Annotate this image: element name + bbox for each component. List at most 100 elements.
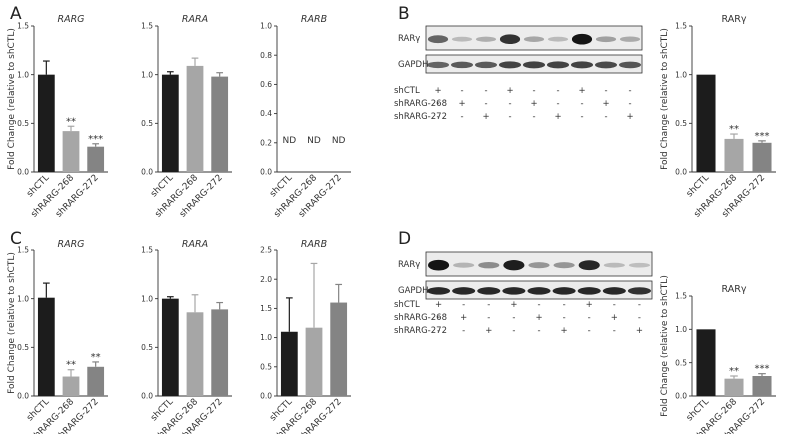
- x-category-label: shCTL: [685, 397, 711, 423]
- y-tick-label: 1.5: [17, 22, 29, 31]
- control-band: [502, 287, 526, 295]
- chart-title: RARB: [301, 14, 327, 25]
- condition-sign: -: [580, 112, 583, 122]
- panel-letter: D: [398, 229, 411, 249]
- condition-label: shRARG-272: [394, 326, 447, 336]
- target-band: [578, 260, 600, 271]
- y-tick-label: 1.5: [260, 304, 272, 313]
- y-tick-label: 1.0: [260, 333, 272, 342]
- condition-sign: -: [462, 300, 465, 310]
- bar: [37, 297, 55, 396]
- control-band: [498, 61, 522, 69]
- target-label: RARγ: [398, 260, 420, 270]
- y-tick-label: 1.5: [141, 246, 153, 255]
- condition-sign: -: [556, 99, 559, 109]
- condition-sign: +: [510, 300, 517, 310]
- condition-sign: -: [484, 99, 487, 109]
- y-tick-label: 0.6: [260, 80, 272, 89]
- y-tick-label: 0.4: [260, 109, 272, 118]
- condition-sign: -: [588, 326, 591, 336]
- target-band: [499, 34, 521, 44]
- control-band: [618, 61, 642, 69]
- condition-sign: -: [604, 86, 607, 96]
- condition-sign: +: [611, 313, 618, 323]
- target-band: [428, 259, 450, 271]
- condition-sign: -: [484, 86, 487, 96]
- significance-label: **: [729, 366, 739, 377]
- y-tick-label: 0.0: [141, 168, 153, 177]
- condition-label: shCTL: [394, 86, 420, 96]
- target-band: [475, 36, 497, 42]
- bar: [62, 376, 80, 396]
- control-band: [602, 287, 626, 295]
- y-tick-label: 1.5: [17, 246, 29, 255]
- chart-title: RARG: [57, 239, 84, 250]
- y-tick-label: 0.0: [17, 392, 29, 401]
- control-band: [627, 287, 651, 295]
- condition-sign: +: [435, 300, 442, 310]
- target-band: [628, 262, 650, 268]
- bar: [62, 131, 80, 172]
- chart-4: RARG0.00.51.01.5shCTL**shRARG-268**shRAR…: [7, 239, 108, 434]
- condition-sign: +: [482, 112, 489, 122]
- condition-sign: -: [613, 326, 616, 336]
- significance-label: ***: [88, 134, 103, 145]
- control-band: [452, 287, 476, 295]
- control-band: [477, 287, 501, 295]
- condition-sign: -: [437, 313, 440, 323]
- bar: [280, 331, 298, 396]
- target-band: [503, 260, 525, 271]
- condition-sign: -: [462, 326, 465, 336]
- control-band: [527, 287, 551, 295]
- chart-6: RARB0.00.51.01.52.02.5shCTLshRARG-268shR…: [260, 239, 351, 434]
- y-tick-label: 0.5: [675, 358, 687, 367]
- condition-sign: -: [460, 112, 463, 122]
- condition-sign: +: [460, 313, 467, 323]
- condition-sign: +: [586, 300, 593, 310]
- condition-label: shRARG-268: [394, 99, 447, 109]
- chart-title: RARB: [301, 239, 327, 250]
- condition-sign: +: [506, 86, 513, 96]
- condition-label: shCTL: [394, 300, 420, 310]
- chart-1: RARA0.00.51.01.5shCTLshRARG-268shRARG-27…: [141, 14, 232, 220]
- y-axis-label: Fold Change (relative to shCTL): [660, 28, 670, 170]
- condition-sign: -: [628, 99, 631, 109]
- y-tick-label: 0.5: [17, 343, 29, 352]
- bar: [161, 298, 179, 396]
- condition-sign: -: [537, 326, 540, 336]
- target-band: [547, 36, 569, 42]
- x-category-label: shCTL: [685, 173, 711, 199]
- chart-title: RARA: [182, 14, 208, 25]
- chart-3: RARγ0.00.51.01.5shCTL**shRARG-268***shRA…: [660, 14, 776, 220]
- bar: [330, 302, 348, 396]
- condition-label: shRARG-268: [394, 313, 447, 323]
- condition-sign: -: [532, 86, 535, 96]
- condition-sign: +: [458, 99, 465, 109]
- y-tick-label: 2.0: [260, 275, 272, 284]
- y-tick-label: 1.0: [141, 294, 153, 303]
- condition-sign: +: [626, 112, 633, 122]
- condition-sign: -: [563, 300, 566, 310]
- control-label: GAPDH: [398, 60, 428, 70]
- target-label: RARγ: [398, 34, 420, 44]
- chart-0: RARG0.00.51.01.5shCTL**shRARG-268***shRA…: [7, 14, 108, 220]
- significance-label: ***: [755, 364, 770, 375]
- target-band: [523, 36, 545, 42]
- target-band: [553, 262, 575, 269]
- bar: [87, 146, 105, 172]
- condition-sign: -: [628, 86, 631, 96]
- control-band: [552, 287, 576, 295]
- bar: [161, 74, 179, 172]
- nd-label: ND: [282, 136, 296, 146]
- y-tick-label: 1.0: [17, 294, 29, 303]
- bar: [37, 74, 55, 172]
- control-band: [450, 61, 474, 69]
- y-tick-label: 0.0: [675, 168, 687, 177]
- control-band: [474, 61, 498, 69]
- y-tick-label: 0.5: [141, 343, 153, 352]
- y-tick-label: 0.5: [260, 362, 272, 371]
- condition-sign: -: [512, 313, 515, 323]
- condition-sign: -: [460, 86, 463, 96]
